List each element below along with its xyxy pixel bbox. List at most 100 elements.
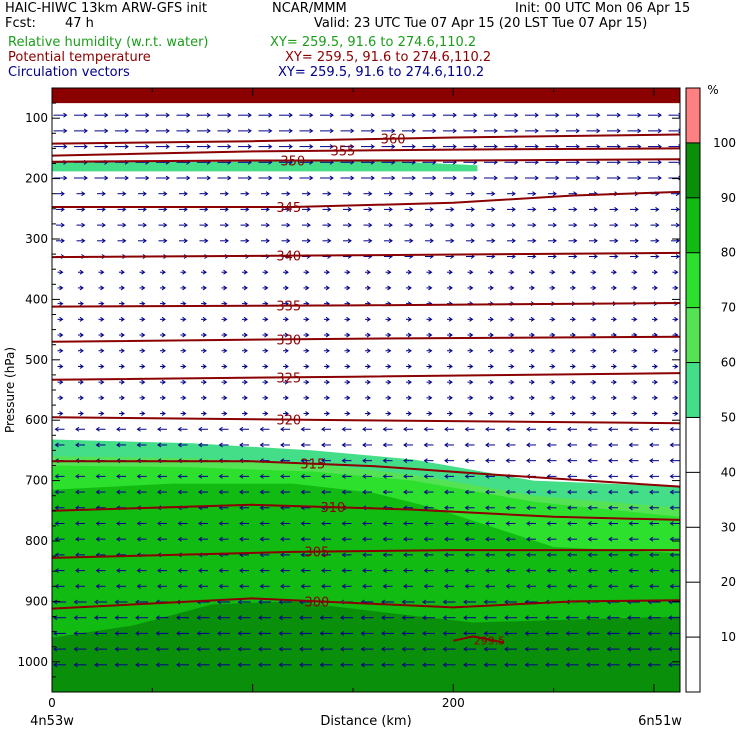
wind-vector — [78, 348, 84, 354]
wind-vector — [443, 112, 457, 118]
wind-vector — [218, 521, 229, 526]
wind-vector — [261, 222, 270, 228]
center-label: NCAR/MMM — [272, 1, 347, 16]
wind-vector — [340, 144, 355, 150]
wind-vector — [319, 646, 333, 652]
y-tick-label: 600 — [25, 413, 48, 427]
wind-vector — [180, 348, 187, 354]
wind-vector — [197, 144, 211, 150]
wind-vector — [627, 112, 642, 118]
wind-vector — [54, 505, 65, 511]
wind-vector — [196, 615, 210, 621]
wind-vector — [259, 473, 270, 479]
wind-vector — [425, 222, 434, 228]
wind-vector — [464, 521, 475, 526]
wind-vector — [217, 144, 232, 150]
wind-vector — [568, 254, 578, 259]
wind-vector — [242, 411, 248, 416]
wind-vector — [567, 568, 577, 574]
wind-vector — [672, 316, 679, 322]
wind-vector — [156, 128, 170, 134]
y-tick-label: 300 — [25, 232, 48, 246]
wind-vector — [630, 238, 639, 244]
wind-vector — [444, 552, 454, 558]
wind-vector — [526, 489, 536, 495]
wind-vector — [279, 175, 293, 181]
wind-vector — [565, 662, 579, 668]
wind-vector — [157, 442, 167, 448]
wind-vector — [483, 615, 497, 621]
wind-vector — [652, 411, 658, 416]
wind-vector — [74, 144, 88, 150]
wind-vector — [179, 191, 188, 197]
wind-vector — [444, 489, 454, 495]
wind-vector — [567, 473, 577, 479]
wind-vector — [321, 568, 331, 574]
wind-vector — [75, 521, 85, 526]
theta-contour-360 — [51, 133, 681, 145]
wind-vector — [119, 269, 125, 275]
wind-vector — [217, 662, 230, 668]
wind-vector — [155, 646, 169, 652]
wind-vector — [160, 316, 166, 322]
wind-vector — [504, 615, 517, 621]
wind-vector — [426, 348, 433, 354]
wind-vector — [341, 426, 352, 432]
wind-vector — [76, 191, 86, 197]
wind-vector — [278, 630, 292, 636]
wind-vector — [98, 316, 105, 322]
wind-vector — [362, 473, 372, 479]
wind-vector — [382, 536, 393, 542]
wind-vector — [652, 395, 658, 401]
wind-vector — [422, 112, 437, 118]
wind-vector — [116, 536, 126, 542]
wind-vector — [319, 615, 333, 621]
wind-vector — [526, 442, 536, 448]
wind-vector — [239, 568, 249, 574]
wind-vector — [425, 191, 434, 197]
wind-vector — [565, 646, 579, 652]
wind-vector — [119, 364, 125, 369]
wind-vector — [138, 206, 147, 212]
fcst-label: Fcst: — [5, 16, 36, 31]
wind-vector — [198, 536, 208, 542]
wind-vector — [324, 332, 330, 338]
wind-vector — [321, 442, 331, 448]
wind-vector — [362, 426, 372, 432]
wind-vector — [136, 442, 147, 448]
wind-vector — [668, 630, 680, 636]
wind-vector — [201, 285, 207, 291]
wind-vector — [344, 269, 351, 275]
wind-vector — [78, 332, 84, 338]
field-rh-xy: XY= 259.5, 91.6 to 274.6,110.2 — [270, 35, 477, 50]
wind-vector — [505, 583, 516, 589]
wind-vector — [262, 364, 269, 369]
wind-vector — [464, 489, 475, 495]
wind-vector — [116, 521, 126, 526]
wind-vector — [303, 285, 310, 291]
wind-vector — [340, 630, 353, 636]
wind-vector — [176, 646, 189, 652]
wind-vector — [566, 128, 580, 134]
theta-contour-320 — [51, 416, 681, 425]
wind-vector — [631, 411, 638, 416]
wind-vector — [444, 442, 454, 448]
wind-vector — [157, 568, 167, 574]
wind-vector — [422, 630, 435, 636]
wind-vector — [402, 175, 416, 181]
wind-vector — [78, 301, 84, 307]
wind-vector — [587, 458, 598, 464]
wind-vector — [57, 364, 64, 369]
wind-vector — [360, 662, 374, 668]
wind-vector — [524, 615, 538, 621]
wind-vector — [220, 206, 229, 212]
wind-vector — [403, 536, 413, 542]
wind-vector — [57, 269, 64, 275]
wind-vector — [94, 630, 107, 636]
wind-vector — [280, 552, 290, 558]
wind-vector — [608, 473, 618, 479]
wind-vector — [258, 615, 271, 621]
wind-vector — [135, 662, 148, 668]
wind-vector — [570, 411, 576, 416]
wind-vector — [199, 191, 209, 197]
